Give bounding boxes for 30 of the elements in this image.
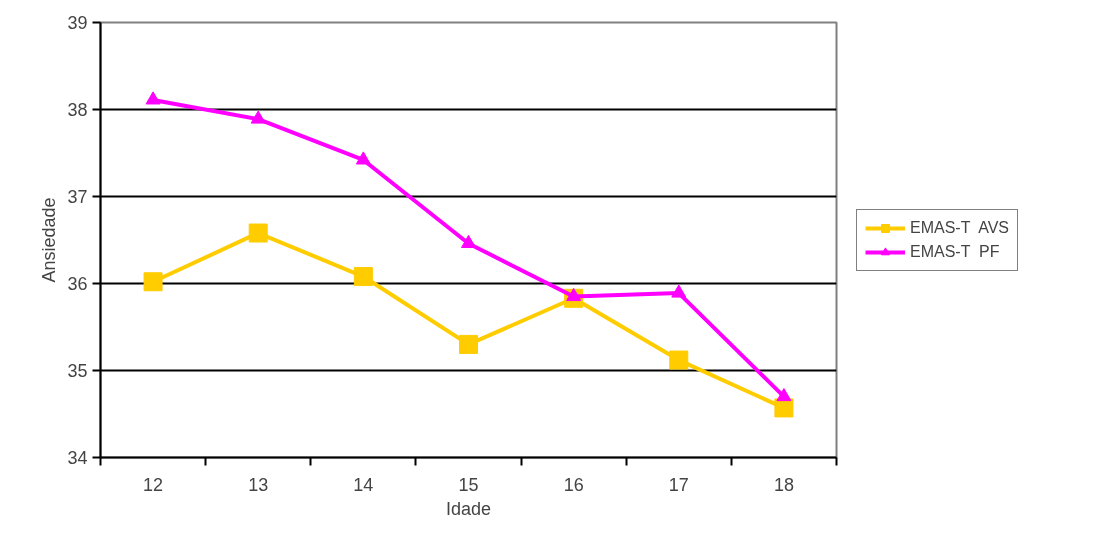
point [669, 350, 689, 370]
point [250, 110, 266, 124]
x-tick-label: 18 [773, 474, 794, 495]
y-tick-label: 37 [67, 187, 88, 207]
point [566, 287, 582, 302]
x-tick-label: 13 [248, 474, 269, 495]
y-tick-label: 36 [67, 274, 88, 294]
point [353, 267, 373, 287]
point [459, 334, 478, 354]
x-tick-label: 15 [458, 474, 479, 495]
legend-label: EMAS-T PF [910, 242, 1000, 261]
y-tick-label: 38 [67, 100, 88, 120]
point [355, 151, 371, 165]
x-tick-label: 16 [563, 474, 584, 495]
point [145, 91, 161, 105]
x-tick-label: 12 [143, 474, 164, 495]
point [774, 398, 794, 418]
legend-label: EMAS-T AVS [910, 218, 1009, 237]
x-tick-label: 14 [353, 474, 374, 495]
y-axis-title: Ansiedade [39, 197, 60, 283]
y-tick-label: 35 [67, 361, 88, 381]
point [671, 284, 687, 298]
point [248, 223, 268, 243]
x-axis-title: Idade [445, 498, 492, 519]
point [461, 234, 476, 249]
point [776, 388, 792, 402]
y-tick-label: 39 [67, 13, 88, 33]
x-tick-label: 17 [668, 474, 689, 495]
point [143, 272, 163, 292]
y-tick-label: 34 [67, 448, 88, 468]
